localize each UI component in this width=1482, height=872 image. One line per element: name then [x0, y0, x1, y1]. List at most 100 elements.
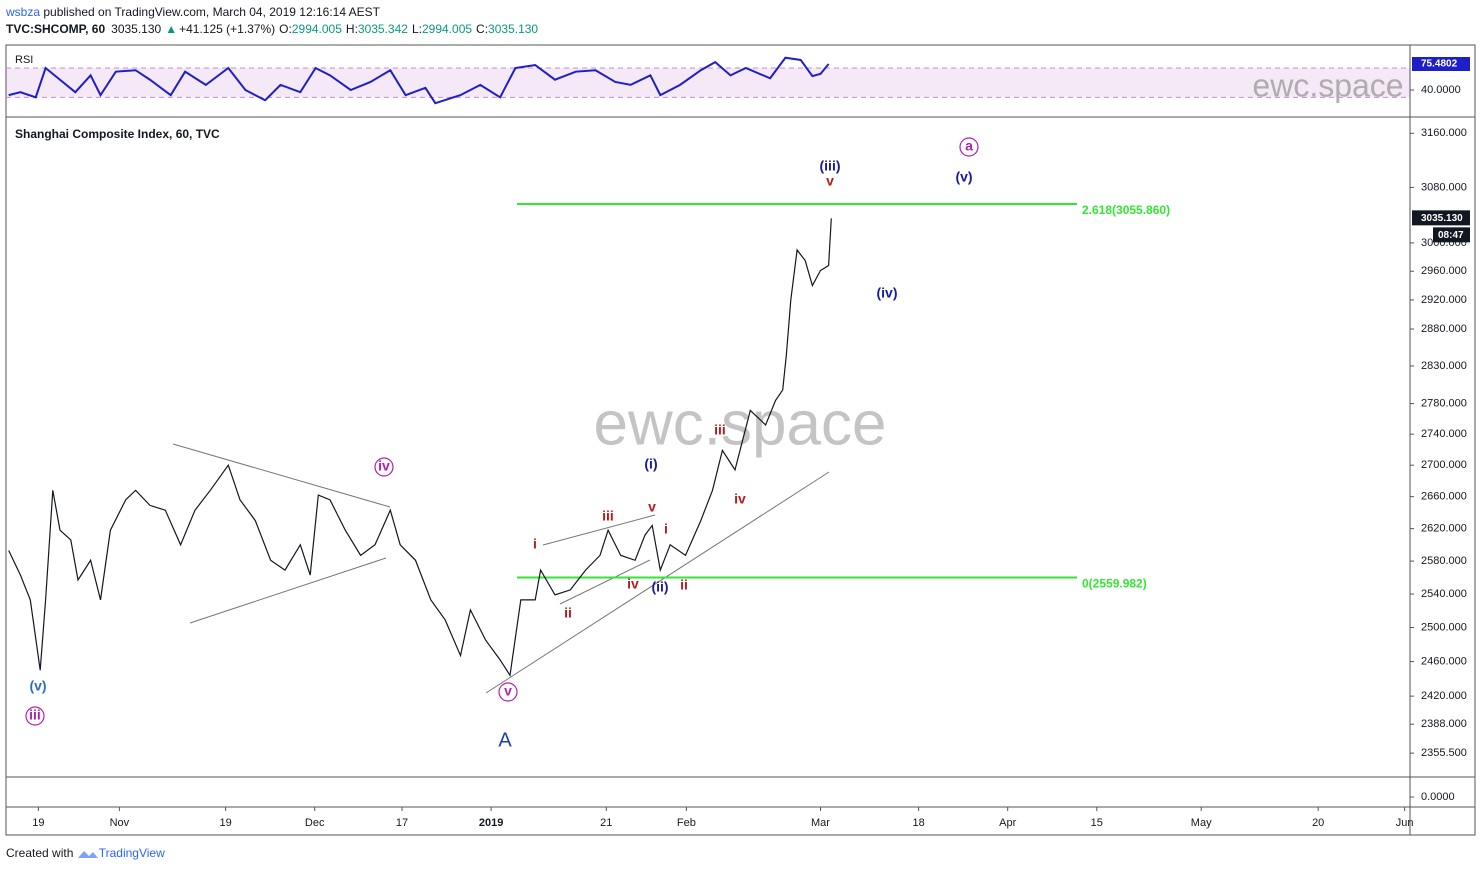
- y-tick-label: 2740.000: [1421, 428, 1467, 440]
- wave-label: v: [648, 499, 656, 515]
- y-tick-label: 2460.000: [1421, 655, 1467, 667]
- fib-label: 2.618(3055.860): [1082, 203, 1170, 217]
- wave-label: a: [965, 138, 973, 154]
- rsi-title: RSI: [15, 54, 33, 66]
- published: published on TradingView.com, March 04, …: [40, 5, 381, 19]
- quote-part: 3035.130: [111, 22, 162, 36]
- quote-part: +41.125 (+1.37%): [179, 22, 276, 36]
- rsi-last-label: 75.4802: [1421, 59, 1458, 70]
- wave-circle: [498, 682, 518, 702]
- wave-label: (iii): [820, 158, 841, 174]
- wave-label: (i): [644, 456, 657, 472]
- wave-label: iv: [378, 458, 390, 474]
- quote-line: TVC:SHCOMP, 60 3035.130 ▲ +41.125 (+1.37%) O…: [6, 21, 538, 38]
- quote-part: 2994.005: [421, 22, 473, 36]
- x-tick-label: 19: [32, 817, 44, 829]
- x-tick-label: 20: [1312, 817, 1324, 829]
- footer: Created with TradingView: [6, 846, 165, 860]
- y-tick-label: 40.0000: [1421, 84, 1461, 96]
- x-tick-label: May: [1191, 817, 1212, 829]
- y-tick-label: 2880.000: [1421, 323, 1467, 335]
- price-line: [8, 218, 832, 678]
- rsi-last-tag: [1412, 56, 1470, 71]
- quote-part: 2994.005: [291, 22, 342, 36]
- x-tick-label: 19: [219, 817, 231, 829]
- wave-label: ii: [564, 605, 572, 621]
- header: wsbza published on TradingView.com, Marc…: [6, 4, 538, 38]
- x-tick-label: 15: [1091, 817, 1103, 829]
- rsi-watermark: ewc.space: [1252, 67, 1403, 103]
- quote-part: ▲: [165, 22, 178, 36]
- wave-label: (v): [29, 678, 46, 694]
- quote-part: L:: [411, 22, 422, 36]
- rsi-line: [8, 56, 830, 105]
- logo: [77, 850, 98, 858]
- last-price-tag: [1412, 210, 1470, 226]
- x-tick-label: Apr: [999, 817, 1016, 829]
- x-tick-label: 2019: [479, 817, 503, 829]
- quote-part: O:: [279, 22, 292, 36]
- wave-label: v: [826, 173, 834, 189]
- fib-label: 0(2559.982): [1082, 577, 1147, 591]
- wave-label: iv: [627, 576, 639, 592]
- countdown-tag: [1433, 227, 1470, 243]
- y-tick-label: 2540.000: [1421, 588, 1467, 600]
- last-price-label: 3035.130: [1421, 213, 1463, 224]
- x-tick-label: 17: [396, 817, 408, 829]
- wave-label: (v): [955, 169, 972, 185]
- user[interactable]: wsbza: [6, 5, 41, 19]
- wave-circle: [374, 457, 394, 477]
- footer-prefix: Created with: [6, 846, 74, 860]
- y-tick-label: 2960.000: [1421, 265, 1467, 277]
- wave-label: iii: [29, 707, 41, 723]
- watermark: ewc.space: [594, 389, 887, 458]
- x-tick-label: Dec: [305, 817, 325, 829]
- wave-circle: [25, 706, 45, 726]
- quote-part: H:: [345, 22, 358, 36]
- frame: [5, 44, 1476, 836]
- quote-part: 3035.342: [357, 22, 408, 36]
- y-tick-label: 2388.000: [1421, 718, 1467, 730]
- trend-line: [559, 559, 651, 605]
- x-tick-label: Feb: [677, 817, 696, 829]
- y-tick-label: 3000.000: [1421, 237, 1467, 249]
- y-tick-label: 2580.000: [1421, 555, 1467, 567]
- x-tick-label: 18: [912, 817, 924, 829]
- wave-label: (ii): [651, 579, 668, 595]
- wave-label: v: [504, 683, 512, 699]
- quote-part: 3035.130: [488, 22, 539, 36]
- y-tick-label: 2355.500: [1421, 747, 1467, 759]
- y-tick-label: 2500.000: [1421, 621, 1467, 633]
- y-tick-label: 2780.000: [1421, 397, 1467, 409]
- y-tick-label: 2420.000: [1421, 690, 1467, 702]
- trend-line: [172, 443, 391, 508]
- x-tick-label: Mar: [811, 817, 830, 829]
- trend-line: [485, 471, 830, 694]
- rsi-band: [6, 68, 1410, 98]
- trend-line: [189, 557, 387, 624]
- y-tick-label: 2920.000: [1421, 294, 1467, 306]
- chart-title: Shanghai Composite Index, 60, TVC: [15, 127, 220, 141]
- y-tick-label: 2700.000: [1421, 459, 1467, 471]
- y-tick-label: 2830.000: [1421, 360, 1467, 372]
- x-tick-label: Jun: [1396, 817, 1414, 829]
- wave-label: iii: [602, 508, 614, 524]
- publish-line: wsbza published on TradingView.com, Marc…: [6, 4, 538, 21]
- wave-circle: [959, 137, 979, 157]
- y-tick-label: 3160.000: [1421, 127, 1467, 139]
- countdown-label: 08:47: [1438, 230, 1464, 241]
- wave-label: i: [664, 521, 668, 537]
- x-tick-label: Nov: [110, 817, 130, 829]
- wave-label: (iv): [877, 285, 898, 301]
- trend-line: [542, 514, 656, 546]
- quote-part: C:: [476, 22, 489, 36]
- wave-label: i: [533, 536, 537, 552]
- footer-brand[interactable]: TradingView: [98, 846, 165, 860]
- quote-part: TVC:SHCOMP, 60: [6, 22, 106, 36]
- wave-label: A: [498, 729, 512, 751]
- y-tick-label: 2620.000: [1421, 523, 1467, 535]
- wave-label: iv: [734, 491, 746, 507]
- wave-label: ii: [680, 577, 688, 593]
